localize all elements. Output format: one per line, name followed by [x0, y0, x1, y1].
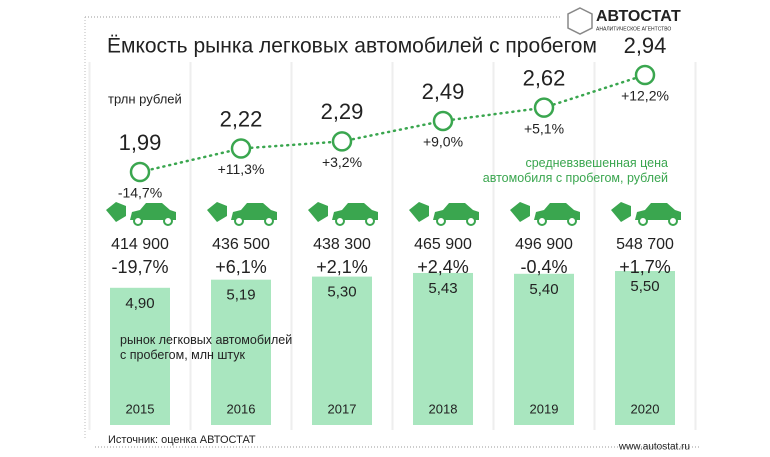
- wheel: [365, 216, 375, 226]
- wheel: [668, 216, 678, 226]
- wheel: [163, 216, 173, 226]
- bar-value-label: 5,43: [428, 280, 457, 297]
- car-body: [635, 203, 681, 220]
- point: [533, 97, 555, 118]
- chart-title: Ёмкость рынка легковых автомобилей с про…: [107, 35, 597, 58]
- source: Источник: оценка АВТОСТАТ: [108, 434, 256, 446]
- price-label: 496 900: [515, 236, 573, 253]
- change-label: +3,2%: [322, 154, 362, 170]
- bar-label: рынок легковых автомобилей с пробегом, м…: [120, 333, 293, 362]
- price-change: -19,7%: [111, 257, 168, 277]
- bar: [211, 279, 271, 425]
- bar-value-label: 5,19: [226, 287, 255, 304]
- wheel: [335, 216, 345, 226]
- logo-icon: [567, 7, 593, 35]
- bar-value-label: 4,90: [125, 295, 154, 312]
- bar: [110, 287, 170, 425]
- price-label: 436 500: [212, 236, 270, 253]
- price-change: +6,1%: [215, 257, 267, 277]
- wheel: [537, 216, 547, 226]
- wheel: [638, 216, 648, 226]
- x-tick-label: 2016: [227, 401, 256, 416]
- website: www.autostat.ru: [618, 442, 690, 453]
- bar: [514, 273, 574, 425]
- price-label: 438 300: [313, 236, 371, 253]
- value-label: 1,99: [119, 130, 162, 155]
- x-tick-label: 2018: [429, 401, 458, 416]
- price-change: -0,4%: [520, 257, 567, 277]
- price-change: +2,4%: [417, 257, 469, 277]
- price-label: средневзвешенная цена автомобиля с пробе…: [482, 156, 668, 185]
- price-label: 465 900: [414, 236, 472, 253]
- x-tick-label: 2019: [530, 401, 559, 416]
- value-label: 2,94: [624, 33, 667, 58]
- value-label: 2,49: [422, 79, 465, 104]
- car-icon: [308, 202, 378, 226]
- change-label: +11,3%: [218, 161, 265, 177]
- change-label: +12,2%: [621, 88, 669, 104]
- tag-icon: [207, 202, 227, 222]
- car-icon: [409, 202, 479, 226]
- bar-value-label: 5,30: [327, 284, 356, 301]
- bar: [312, 276, 372, 425]
- unit-label: трлн рублей: [108, 91, 182, 106]
- car-icon: [611, 202, 681, 226]
- car-icon: [207, 202, 277, 226]
- wheel: [436, 216, 446, 226]
- price-label: 548 700: [616, 236, 674, 253]
- point: [230, 138, 252, 159]
- car-body: [534, 203, 580, 220]
- bar: [615, 271, 675, 425]
- wheel: [234, 216, 244, 226]
- car-body: [231, 203, 277, 220]
- tag-icon: [409, 202, 429, 222]
- wheel: [567, 216, 577, 226]
- car-icon: [510, 202, 580, 226]
- bar-value-label: 5,40: [529, 281, 558, 298]
- point: [129, 161, 151, 183]
- change-label: +5,1%: [524, 120, 564, 136]
- value-label: 2,62: [523, 65, 566, 90]
- point: [331, 131, 353, 152]
- point: [432, 110, 454, 132]
- price-label: 414 900: [111, 236, 169, 253]
- line: [138, 73, 647, 174]
- car-body: [130, 203, 176, 220]
- wheel: [264, 216, 274, 226]
- bar-value-label: 5,50: [630, 278, 659, 295]
- price-change: +1,7%: [619, 257, 671, 277]
- change-label: -14,7%: [118, 185, 162, 201]
- change-label: +9,0%: [423, 134, 463, 150]
- x-tick-label: 2020: [631, 401, 660, 416]
- car-body: [433, 203, 479, 220]
- car-body: [332, 203, 378, 220]
- x-tick-label: 2017: [328, 401, 357, 416]
- tag-icon: [510, 202, 530, 222]
- logo-subtitle: АНАЛИТИЧЕСКОЕ АГЕНТСТВО: [596, 26, 671, 32]
- value-label: 2,29: [321, 99, 364, 124]
- car-icon: [106, 202, 176, 226]
- tag-icon: [308, 202, 328, 222]
- tag-icon: [611, 202, 631, 222]
- wheel: [466, 216, 476, 226]
- value-label: 2,22: [220, 106, 263, 131]
- wheel: [133, 216, 143, 226]
- price-change: +2,1%: [316, 257, 368, 277]
- bar: [413, 272, 473, 425]
- logo: АВТОСТАТ: [596, 8, 681, 25]
- x-tick-label: 2015: [126, 401, 155, 416]
- point: [634, 64, 656, 86]
- tag-icon: [106, 202, 126, 222]
